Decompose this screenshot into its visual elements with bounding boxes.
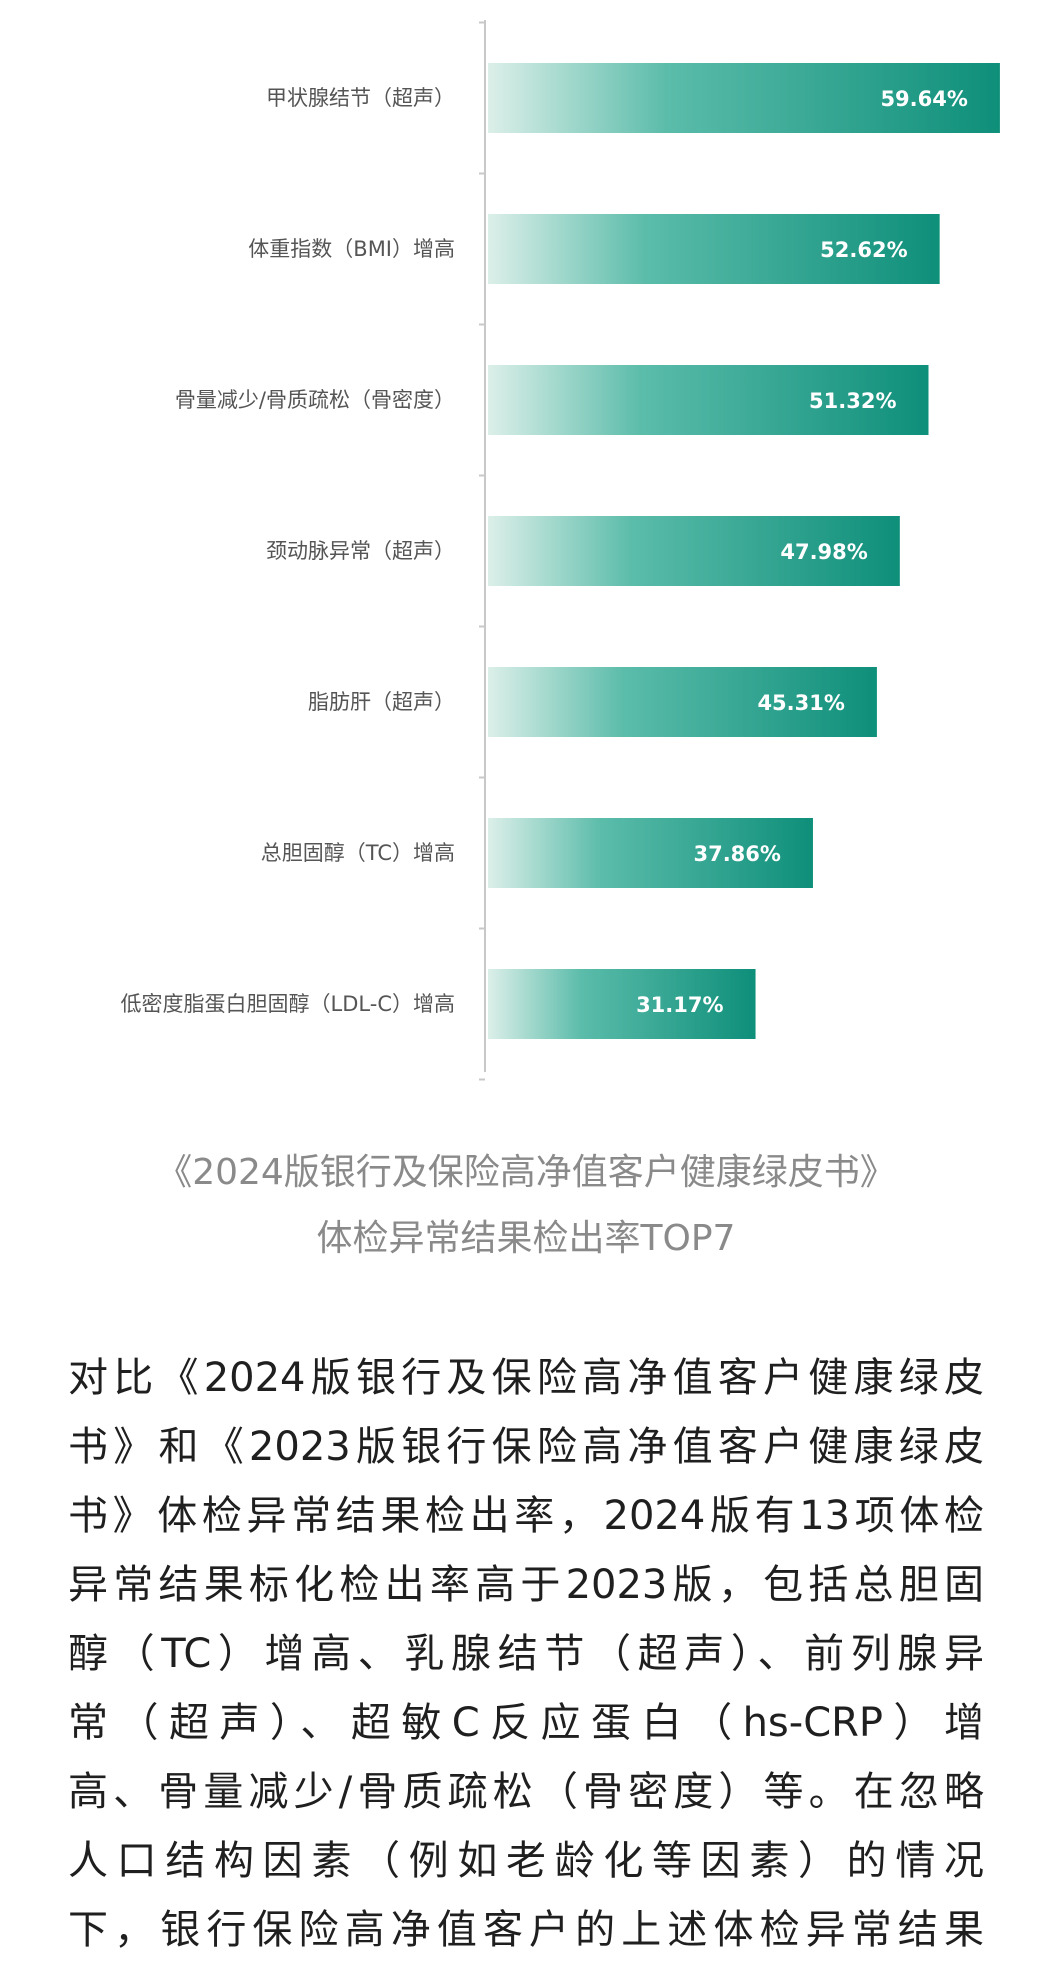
value-label: 59.64%: [880, 87, 967, 111]
paragraph-line: 书》和《2023版银行保险高净值客户健康绿皮: [68, 1424, 984, 1470]
bar: [488, 365, 929, 435]
value-label: 51.32%: [809, 389, 896, 413]
bar: [488, 969, 756, 1039]
paragraph-line: 常（超声）、超敏C反应蛋白（hs-CRP）增: [68, 1700, 984, 1746]
category-label: 体重指数（BMI）增高: [248, 237, 455, 261]
body-paragraph: 对比《2024版银行及保险高净值客户健康绿皮 书》和《2023版银行保险高净值客…: [68, 1344, 984, 1965]
bar: [488, 63, 1000, 133]
paragraph-line: 书》体检异常结果检出率，2024版有13项体检: [68, 1493, 984, 1539]
caption-line-1: 《2024版银行及保险高净值客户健康绿皮书》: [156, 1152, 896, 1193]
category-label: 脂肪肝（超声）: [308, 690, 455, 714]
caption-line-2: 体检异常结果检出率TOP7: [316, 1218, 736, 1259]
paragraph-line: 异常结果标化检出率高于2023版，包括总胆固: [68, 1562, 984, 1608]
value-label: 45.31%: [757, 691, 844, 715]
value-label: 31.17%: [636, 993, 723, 1017]
bar: [488, 818, 813, 888]
category-label: 骨量减少/骨质疏松（骨密度）: [175, 388, 455, 412]
bar: [488, 516, 900, 586]
chart-caption: 《2024版银行及保险高净值客户健康绿皮书》 体检异常结果检出率TOP7: [0, 1140, 1052, 1272]
paragraph-line: 醇（TC）增高、乳腺结节（超声）、前列腺异: [68, 1631, 984, 1677]
category-label: 甲状腺结节（超声）: [266, 86, 455, 110]
paragraph-line: 高、骨量减少/骨质疏松（骨密度）等。在忽略: [68, 1769, 984, 1815]
category-label: 总胆固醇（TC）增高: [261, 841, 455, 865]
paragraph-line: 人口结构因素（例如老龄化等因素）的情况: [68, 1838, 984, 1884]
bar: [488, 667, 877, 737]
category-label: 颈动脉异常（超声）: [266, 539, 455, 563]
category-label: 低密度脂蛋白胆固醇（LDL-C）增高: [121, 992, 455, 1016]
bar-chart: 甲状腺结节（超声） 体重指数（BMI）增高骨量减少/骨质疏松（骨密度） 颈动脉异常（…: [121, 20, 1000, 1081]
value-label: 52.62%: [820, 238, 907, 262]
paragraph-line: 对比《2024版银行及保险高净值客户健康绿皮: [68, 1355, 984, 1401]
value-label: 37.86%: [693, 842, 780, 866]
paragraph-line: 下，银行保险高净值客户的上述体检异常结果: [68, 1907, 984, 1953]
bar: [488, 214, 940, 284]
value-label: 47.98%: [780, 540, 867, 564]
